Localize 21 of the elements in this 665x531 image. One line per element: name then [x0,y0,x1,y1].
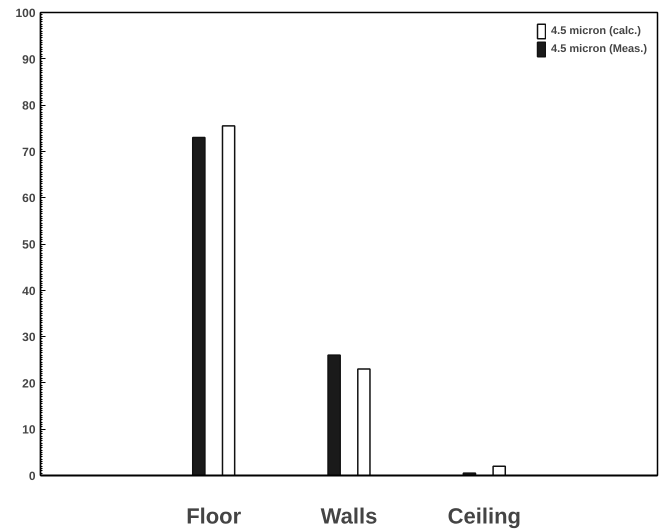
x-tick-label: Walls [320,504,378,528]
bar [222,125,236,476]
legend-label: 4.5 micron (calc.) [551,25,641,37]
legend-label: 4.5 micron (Meas.) [551,43,647,55]
y-tick-label: 70 [22,144,36,159]
y-tick-label: 100 [15,6,36,20]
y-tick-label: 40 [22,284,36,298]
bar [192,136,206,476]
bar [327,354,341,476]
y-tick-label: 30 [22,330,36,344]
y-tick-label: 50 [22,238,36,252]
y-tick-label: 90 [22,52,36,66]
y-tick-label: 60 [22,191,36,206]
y-tick-label: 0 [28,469,36,483]
bar [357,368,371,476]
x-tick-label: Ceiling [448,504,521,528]
y-tick-label: 20 [22,376,36,390]
y-tick-label: 10 [22,422,36,437]
bar [492,465,506,476]
x-tick-label: Floor [186,504,242,528]
y-tick-label: 80 [22,98,36,113]
